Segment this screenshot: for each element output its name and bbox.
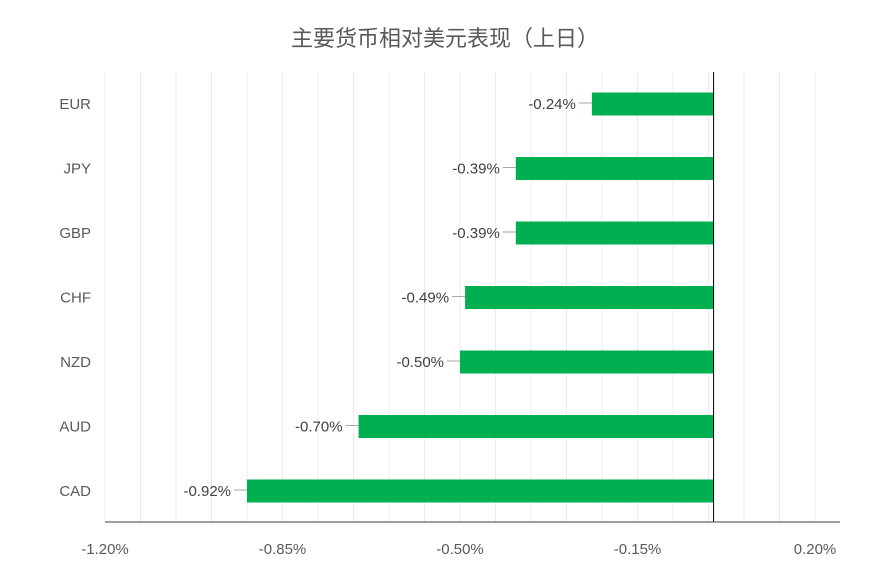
bar-chf xyxy=(465,286,714,309)
data-label-cad: -0.92% xyxy=(183,483,231,500)
category-label-jpy: JPY xyxy=(63,161,91,178)
bar-nzd xyxy=(460,350,714,374)
x-tick-label: 0.20% xyxy=(794,541,837,558)
x-tick-label: -0.85% xyxy=(259,541,307,558)
x-axis: -1.20% -0.85% -0.50% -0.15% 0.20% xyxy=(81,521,840,558)
x-tick-label: -0.50% xyxy=(436,541,484,558)
category-label-gbp: GBP xyxy=(59,225,91,242)
category-label-aud: AUD xyxy=(59,419,91,436)
bar-jpy xyxy=(515,157,714,180)
category-label-nzd: NZD xyxy=(60,354,91,371)
data-label-aud: -0.70% xyxy=(295,419,343,436)
data-label-eur: -0.24% xyxy=(528,96,576,113)
category-labels: EUR JPY GBP CHF NZD AUD CAD xyxy=(59,96,91,500)
data-label-chf: -0.49% xyxy=(402,290,450,307)
category-label-cad: CAD xyxy=(59,483,91,500)
data-label-jpy: -0.39% xyxy=(452,161,500,178)
bars xyxy=(247,72,715,522)
data-labels: -0.24% -0.39% -0.39% -0.49% -0.50% -0.70% -0.9… xyxy=(183,96,592,500)
bar-aud xyxy=(358,415,714,438)
x-tick-label: -1.20% xyxy=(81,541,129,558)
data-label-nzd: -0.50% xyxy=(396,354,444,371)
data-label-gbp: -0.39% xyxy=(452,225,500,242)
category-label-chf: CHF xyxy=(60,290,91,307)
bar-eur xyxy=(591,92,714,116)
x-tick-label: -0.15% xyxy=(614,541,662,558)
category-label-eur: EUR xyxy=(59,96,91,113)
chart-title: 主要货币相对美元表现（上日） xyxy=(291,27,599,52)
bar-cad xyxy=(247,479,714,503)
bar-gbp xyxy=(515,221,714,245)
